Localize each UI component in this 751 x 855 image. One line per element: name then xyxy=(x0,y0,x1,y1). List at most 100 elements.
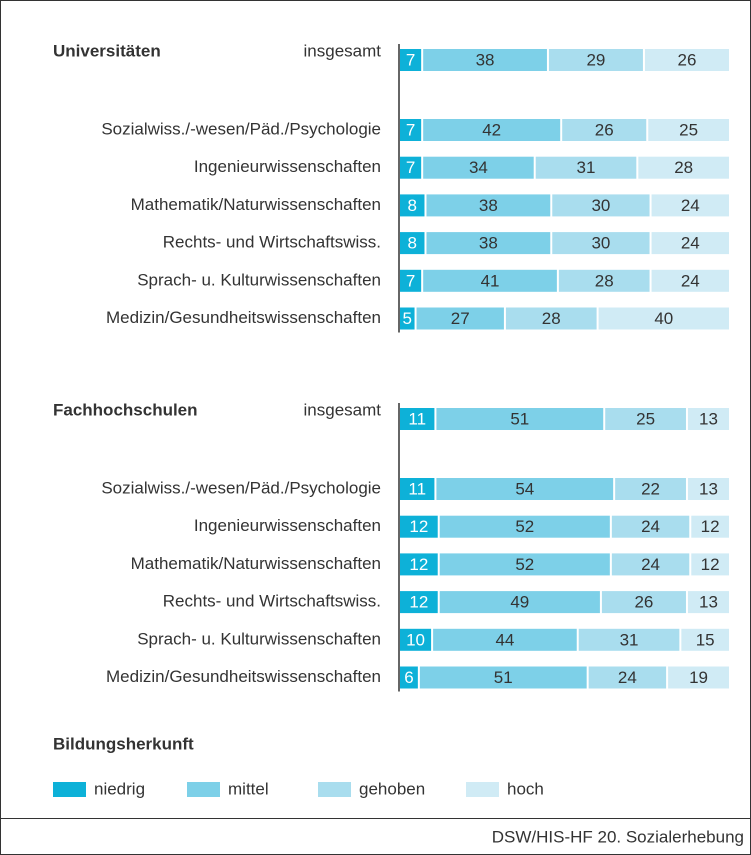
bar-segment xyxy=(644,49,729,71)
value-label: 29 xyxy=(586,50,605,69)
value-label: 24 xyxy=(641,517,660,536)
bar-segment xyxy=(439,591,600,614)
bar-segment xyxy=(423,119,561,141)
value-label: 13 xyxy=(699,479,718,498)
legend-label: hoch xyxy=(507,779,544,798)
bar-segment xyxy=(400,515,438,538)
value-label: 7 xyxy=(406,158,415,177)
value-label: 27 xyxy=(451,309,470,328)
value-label: 7 xyxy=(406,271,415,290)
bar-segment xyxy=(681,628,729,651)
bar-segment xyxy=(426,194,551,217)
category-label: insgesamt xyxy=(304,400,382,419)
value-label: 31 xyxy=(620,630,639,649)
value-label: 51 xyxy=(494,668,513,687)
category-label: Ingenieurwissenschaften xyxy=(194,157,381,176)
legend-label: gehoben xyxy=(359,779,425,798)
value-label: 25 xyxy=(636,409,655,428)
category-label: Sozialwiss./-wesen/Päd./Psychologie xyxy=(101,478,381,497)
bar-segment xyxy=(400,232,425,255)
value-label: 12 xyxy=(409,593,428,612)
bar-segment xyxy=(605,408,686,430)
value-label: 15 xyxy=(696,630,715,649)
value-label: 42 xyxy=(482,120,501,139)
bar-segment xyxy=(423,156,534,179)
value-label: 26 xyxy=(634,593,653,612)
value-label: 30 xyxy=(591,234,610,253)
bar-segment xyxy=(598,307,729,330)
value-label: 12 xyxy=(409,555,428,574)
bar-segment xyxy=(400,628,432,651)
category-label: Medizin/Gesundheitswissenschaften xyxy=(106,667,381,686)
bar-segment xyxy=(439,515,610,538)
bar-segment xyxy=(400,49,422,71)
bar-segment xyxy=(651,232,729,255)
value-label: 22 xyxy=(641,479,660,498)
bar-segment xyxy=(558,269,650,292)
value-label: 6 xyxy=(404,668,413,687)
value-label: 7 xyxy=(406,50,415,69)
bar-segment xyxy=(548,49,643,71)
bar-segment xyxy=(419,666,587,689)
source: DSW/HIS-HF 20. Sozialerhebung xyxy=(492,827,744,846)
value-label: 24 xyxy=(641,555,660,574)
bar-segment xyxy=(601,591,686,614)
bar-segment xyxy=(436,408,604,430)
bar-segment xyxy=(400,591,438,614)
value-label: 19 xyxy=(689,668,708,687)
bar-segment xyxy=(552,232,650,255)
bar-segment xyxy=(578,628,680,651)
bar-segment xyxy=(562,119,647,141)
category-label: Medizin/Gesundheitswissenschaften xyxy=(106,308,381,327)
value-label: 13 xyxy=(699,593,718,612)
legend-title: Bildungsherkunft xyxy=(53,734,194,753)
value-label: 38 xyxy=(479,234,498,253)
bar-segment xyxy=(439,553,610,576)
value-label: 26 xyxy=(678,50,697,69)
value-label: 12 xyxy=(701,555,720,574)
value-label: 51 xyxy=(510,409,529,428)
group-title: Universitäten xyxy=(53,41,161,60)
category-label: Sprach- u. Kulturwissenschaften xyxy=(137,629,381,648)
bar-segment xyxy=(687,478,729,500)
bar-segment xyxy=(400,156,422,179)
value-label: 10 xyxy=(406,630,425,649)
value-label: 38 xyxy=(479,196,498,215)
value-label: 28 xyxy=(542,309,561,328)
value-label: 30 xyxy=(591,196,610,215)
legend-swatch xyxy=(466,782,499,797)
bar-segment xyxy=(611,515,690,538)
legend-label: niedrig xyxy=(94,779,145,798)
bar-segment xyxy=(668,666,729,689)
bar-segment xyxy=(615,478,686,500)
category-label: insgesamt xyxy=(304,41,382,60)
value-label: 11 xyxy=(408,409,426,428)
bar-segment xyxy=(400,269,422,292)
value-label: 24 xyxy=(681,196,700,215)
value-label: 49 xyxy=(510,593,529,612)
value-label: 26 xyxy=(595,120,614,139)
legend-swatch xyxy=(53,782,86,797)
value-label: 24 xyxy=(618,668,637,687)
bar-segment xyxy=(588,666,667,689)
value-label: 44 xyxy=(495,630,514,649)
legend-swatch xyxy=(318,782,351,797)
value-label: 40 xyxy=(654,309,673,328)
value-label: 25 xyxy=(679,120,698,139)
legend-swatch xyxy=(187,782,220,797)
group-title: Fachhochschulen xyxy=(53,400,198,419)
value-label: 8 xyxy=(408,196,417,215)
value-label: 28 xyxy=(674,158,693,177)
category-label: Ingenieurwissenschaften xyxy=(194,516,381,535)
bar-segment xyxy=(638,156,729,179)
value-label: 11 xyxy=(408,479,426,498)
value-label: 52 xyxy=(515,517,534,536)
value-label: 8 xyxy=(408,234,417,253)
value-label: 5 xyxy=(403,309,412,328)
value-label: 24 xyxy=(681,234,700,253)
category-label: Sozialwiss./-wesen/Päd./Psychologie xyxy=(101,119,381,138)
bar-segment xyxy=(400,408,435,430)
bar-segment xyxy=(552,194,650,217)
value-label: 31 xyxy=(577,158,596,177)
